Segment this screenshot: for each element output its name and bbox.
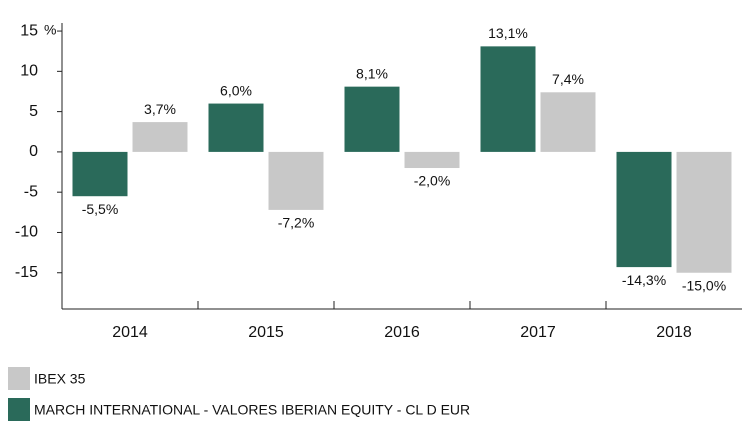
bar	[540, 92, 596, 152]
bar	[404, 151, 460, 169]
bar	[344, 86, 400, 152]
bar	[268, 151, 324, 210]
value-label: -5,5%	[82, 201, 119, 217]
value-label: 6,0%	[220, 82, 252, 98]
value-label: 7,4%	[552, 71, 584, 87]
bar	[676, 151, 732, 273]
legend-label: MARCH INTERNATIONAL - VALORES IBERIAN EQ…	[34, 402, 470, 418]
x-tick-label: 2015	[248, 324, 284, 341]
x-tick-label: 2016	[384, 324, 420, 341]
value-label: 3,7%	[144, 101, 176, 117]
x-tick-label: 2018	[656, 324, 692, 341]
x-tick-label: 2014	[112, 324, 148, 341]
y-tick-label: -5	[24, 183, 38, 200]
value-label: 8,1%	[356, 65, 388, 81]
value-label: -7,2%	[278, 215, 315, 231]
y-tick-label: 0	[29, 143, 38, 160]
y-tick-label: 5	[29, 103, 38, 120]
y-tick-label: -10	[15, 224, 38, 241]
y-tick-label: 10	[20, 63, 38, 80]
x-tick-label: 2017	[520, 324, 556, 341]
legend-label: IBEX 35	[34, 371, 86, 387]
y-tick-label: -15	[15, 264, 38, 281]
y-unit: %	[44, 22, 56, 38]
bar	[208, 103, 264, 152]
legend-swatch	[8, 398, 30, 421]
value-label: -15,0%	[682, 277, 726, 293]
bar	[72, 151, 128, 197]
legend-swatch	[8, 367, 30, 390]
value-label: -2,0%	[414, 173, 451, 189]
bar	[616, 151, 672, 268]
value-label: 13,1%	[488, 25, 528, 41]
bar	[132, 122, 188, 152]
y-tick-label: 15	[20, 22, 38, 39]
value-label: -14,3%	[622, 272, 666, 288]
bar	[480, 46, 536, 152]
